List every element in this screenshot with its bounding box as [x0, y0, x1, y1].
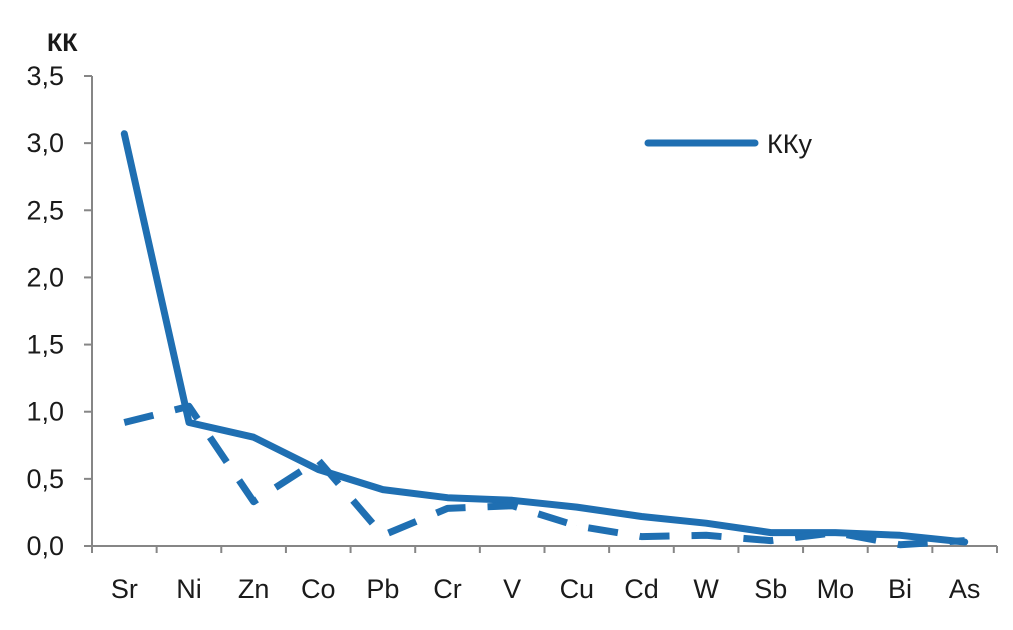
legend-label-kku: ККу — [767, 129, 812, 159]
legend: ККу — [644, 129, 812, 159]
x-tick-label: As — [949, 574, 981, 604]
y-tick-label: 1,5 — [26, 330, 64, 360]
y-tick-label: 0,5 — [26, 464, 64, 494]
y-tick-label: 3,0 — [26, 128, 64, 158]
x-tick-label: W — [693, 574, 719, 604]
y-tick-label: 3,5 — [26, 61, 64, 91]
series-line-kku — [120, 130, 969, 546]
x-tick-label: Sb — [754, 574, 787, 604]
series-layer — [120, 130, 969, 549]
y-tick-label: 0,0 — [26, 531, 64, 561]
x-tick-label: Mo — [817, 574, 855, 604]
y-axis-title: КК — [47, 29, 78, 57]
x-tick-label: V — [503, 574, 521, 604]
y-tick-label: 2,0 — [26, 262, 64, 292]
x-tick-label: Sr — [111, 574, 138, 604]
x-tick-label: Cr — [433, 574, 462, 604]
y-tick-label: 2,5 — [26, 195, 64, 225]
y-tick-label: 1,0 — [26, 397, 64, 427]
x-tick-label: Cu — [560, 574, 595, 604]
x-axis-ticks: Sr Ni Zn Co Pb Cr V Cu Cd W Sb Mo Bi As — [91, 546, 998, 604]
x-tick-label: Cd — [624, 574, 659, 604]
series-line-dashed — [123, 402, 965, 549]
x-tick-label: Ni — [176, 574, 202, 604]
x-tick-label: Co — [301, 574, 336, 604]
x-tick-label: Pb — [366, 574, 399, 604]
x-tick-label: Zn — [238, 574, 270, 604]
y-axis-ticks: 0,0 0,5 1,0 1,5 2,0 2,5 3,0 3,5 — [26, 61, 92, 561]
x-tick-label: Bi — [888, 574, 912, 604]
